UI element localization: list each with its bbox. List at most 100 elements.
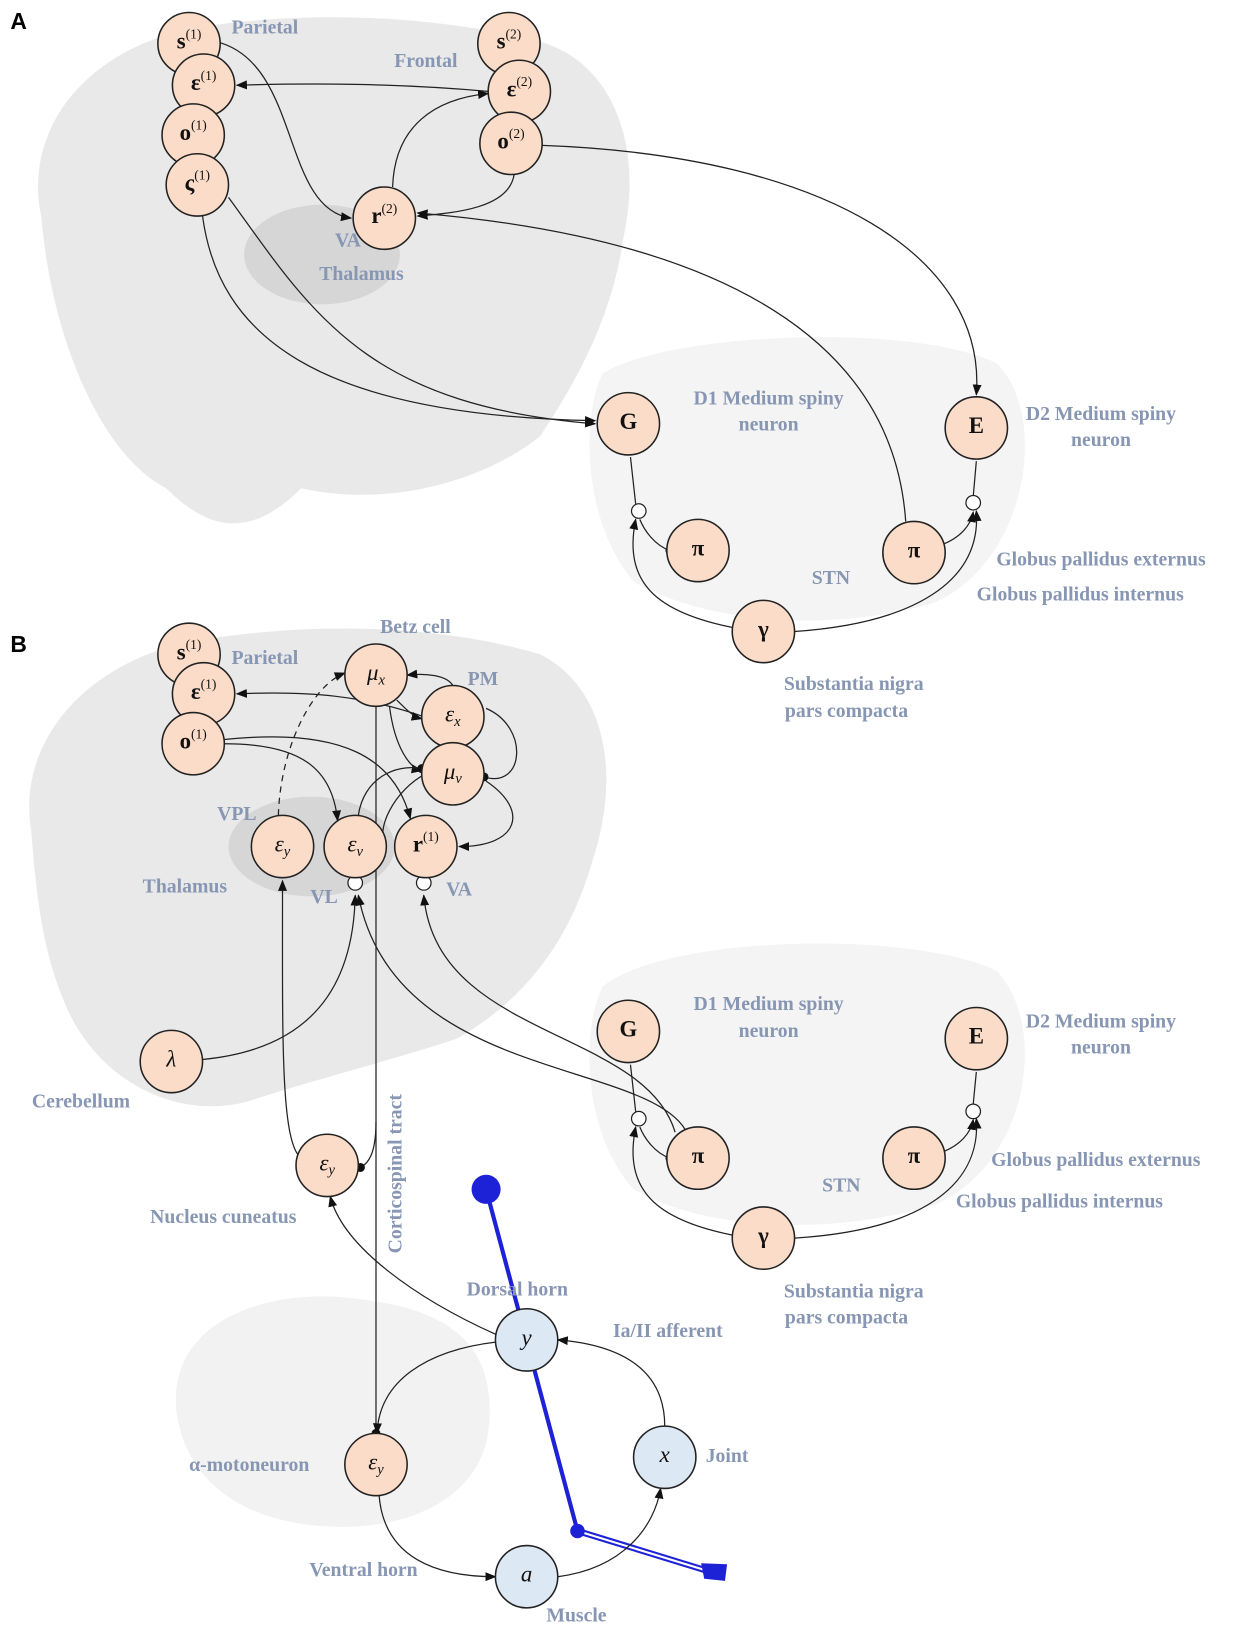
- region-label: Ventral horn: [309, 1559, 417, 1581]
- node-label: o(1): [180, 726, 207, 753]
- node-label: ε(1): [191, 677, 217, 704]
- node-symbol: a: [521, 1562, 532, 1587]
- edge: [355, 1121, 377, 1172]
- node: [944, 396, 1009, 460]
- node-symbol: γ: [757, 1223, 769, 1248]
- node-subscript: y: [326, 1163, 335, 1179]
- node-symbol: λ: [165, 1047, 176, 1072]
- node-subscript: y: [282, 844, 291, 860]
- region-label: Cerebellum: [32, 1091, 131, 1113]
- node: [596, 999, 661, 1064]
- region-label: VA: [446, 879, 473, 901]
- edge: [224, 743, 342, 822]
- node-label: π: [908, 1143, 921, 1168]
- node: [596, 391, 661, 456]
- edge: [391, 90, 490, 187]
- arm: [471, 1174, 728, 1581]
- node: [944, 1006, 1009, 1071]
- node-label: εx: [445, 702, 461, 730]
- node: [731, 599, 796, 664]
- junction: [630, 1110, 647, 1127]
- node-label: o(2): [497, 126, 524, 153]
- edge: [224, 736, 413, 820]
- node-subscript: v: [455, 771, 462, 787]
- node-symbol: G: [619, 409, 637, 434]
- node: [494, 1307, 559, 1372]
- node-label: μx: [366, 660, 385, 688]
- region-label: neuron: [1071, 429, 1131, 451]
- node-label: s(2): [497, 26, 522, 53]
- junction: [965, 494, 982, 511]
- node-symbol: π: [908, 1143, 921, 1168]
- node-label: r(1): [413, 829, 439, 856]
- node-superscript: (2): [516, 74, 532, 89]
- node-label: γ: [757, 1223, 769, 1248]
- node-symbol: o: [180, 120, 191, 145]
- edge: [357, 764, 427, 816]
- node-superscript: (1): [201, 68, 217, 83]
- node-symbol: ε: [347, 832, 356, 857]
- node-label: π: [908, 538, 921, 563]
- hand: [701, 1563, 728, 1581]
- region-label: Ia/II afferent: [613, 1320, 723, 1342]
- node: [344, 643, 408, 708]
- node-superscript: (1): [191, 118, 207, 133]
- node-symbol: γ: [757, 617, 769, 642]
- node: [323, 814, 388, 879]
- node-symbol: ς: [185, 170, 195, 195]
- region-label: VA: [335, 230, 362, 252]
- node: [161, 711, 226, 776]
- node-superscript: (1): [194, 168, 210, 183]
- node-symbol: E: [969, 413, 984, 438]
- node-superscript: (2): [506, 26, 522, 41]
- node-label: E: [969, 1024, 984, 1049]
- region-label: Globus pallidus internus: [956, 1190, 1163, 1212]
- region-label: neuron: [739, 413, 799, 435]
- edge: [416, 209, 907, 522]
- edge: [372, 1341, 497, 1435]
- arm-lower-inner: [577, 1530, 707, 1572]
- edge: [457, 780, 514, 852]
- edge: [629, 456, 637, 504]
- labels: A Parietal Frontal VA Thalamus D1 Medium spin…: [10, 8, 1206, 1627]
- region-label: VPL: [217, 803, 256, 825]
- node: [393, 814, 458, 879]
- node-label: y: [520, 1325, 533, 1350]
- node: [632, 1425, 697, 1490]
- node-symbol: r: [413, 832, 423, 857]
- node-symbol: ε: [368, 1450, 377, 1475]
- node: [666, 518, 730, 583]
- edge: [972, 1071, 977, 1105]
- node-label: ε(2): [507, 74, 533, 101]
- region-label: pars compacta: [785, 700, 908, 722]
- edge: [277, 672, 346, 816]
- junction: [965, 1103, 982, 1120]
- node-superscript: (1): [423, 829, 439, 844]
- node: [295, 1133, 360, 1198]
- edge: [794, 509, 982, 633]
- edge: [228, 196, 597, 428]
- edge: [420, 894, 676, 1133]
- region-label: Corticospinal tract: [384, 1094, 406, 1254]
- panel-letter: B: [10, 631, 27, 657]
- edge: [235, 80, 489, 93]
- node-symbol: r: [371, 203, 381, 228]
- node-symbol: ε: [319, 1151, 328, 1176]
- edge: [939, 510, 976, 546]
- node-label: G: [619, 409, 637, 434]
- node-label: E: [969, 413, 984, 438]
- node-symbol: ε: [191, 70, 201, 95]
- edge: [378, 1495, 497, 1582]
- node: [352, 186, 417, 251]
- region-label: VL: [310, 886, 337, 908]
- node-label: a: [521, 1562, 532, 1587]
- node: [882, 520, 946, 585]
- edge: [278, 879, 302, 1159]
- region-label: D2 Medium spiny: [1026, 403, 1176, 425]
- region-label: neuron: [1071, 1037, 1131, 1059]
- region-label: Substantia nigra: [784, 673, 924, 695]
- node-label: π: [692, 536, 705, 561]
- edge: [629, 1125, 738, 1237]
- node-subscript: v: [357, 844, 364, 860]
